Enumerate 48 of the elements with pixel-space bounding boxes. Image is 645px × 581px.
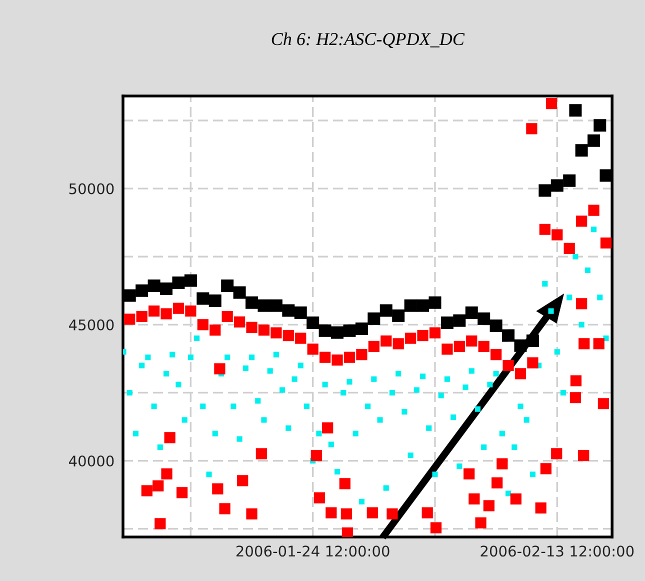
- point: [550, 179, 564, 192]
- point: [233, 286, 246, 299]
- point: [380, 304, 392, 317]
- point: [221, 279, 234, 292]
- point: [392, 309, 405, 322]
- point: [478, 312, 490, 325]
- point: [453, 314, 466, 327]
- point: [465, 306, 478, 319]
- point: [368, 312, 380, 325]
- x-tick-label: 2006-01-24 12:00:00: [236, 546, 390, 557]
- point: [575, 144, 588, 157]
- point: [526, 334, 539, 347]
- point: [600, 169, 612, 182]
- point: [148, 279, 160, 292]
- point: [196, 292, 210, 305]
- point: [440, 316, 454, 330]
- y-tick-label: 40000: [68, 456, 114, 467]
- chart-title: Ch 6: H2:ASC-QPDX_DC: [272, 32, 465, 48]
- point: [282, 304, 295, 317]
- point: [318, 324, 332, 337]
- point: [416, 299, 430, 312]
- point: [569, 104, 582, 117]
- point: [184, 274, 197, 287]
- point: [538, 184, 552, 197]
- point: [270, 299, 282, 312]
- point: [123, 289, 136, 302]
- y-tick-label: 50000: [69, 183, 114, 194]
- point: [428, 296, 442, 309]
- point: [355, 322, 368, 335]
- point: [594, 119, 606, 132]
- point: [502, 329, 515, 342]
- point: [343, 324, 356, 337]
- point: [490, 320, 502, 332]
- point: [306, 316, 320, 330]
- point: [172, 276, 185, 289]
- point: [331, 326, 344, 339]
- point: [514, 339, 527, 352]
- point: [294, 306, 307, 319]
- point: [208, 294, 222, 307]
- point: [258, 299, 270, 312]
- x-tick-label: 2006-02-13 12:00:00: [480, 546, 634, 557]
- point: [160, 282, 173, 295]
- point: [404, 299, 417, 312]
- y-tick-label: 45000: [68, 319, 114, 330]
- point: [246, 296, 258, 309]
- point: [563, 174, 576, 187]
- point: [588, 134, 600, 147]
- point: [136, 284, 148, 297]
